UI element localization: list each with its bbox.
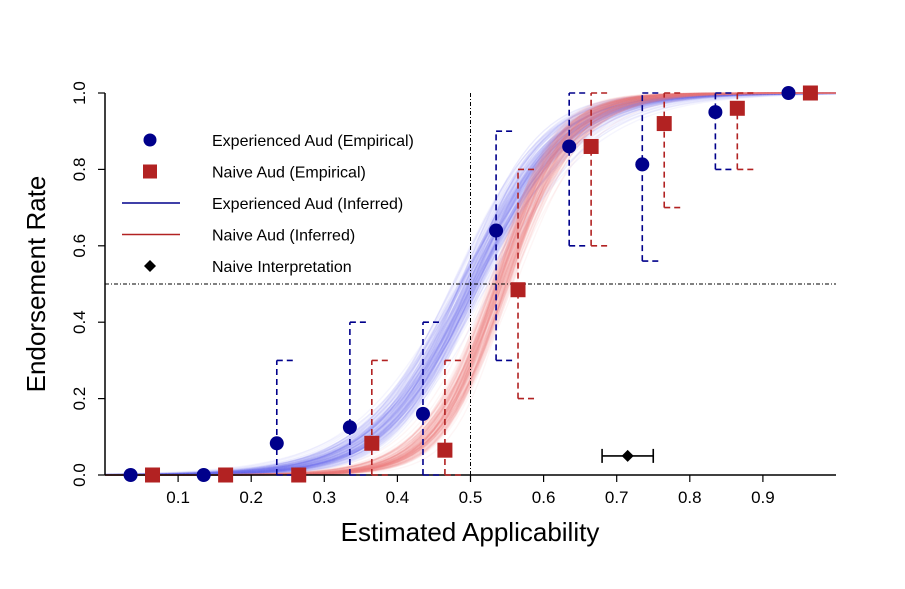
data-points [123, 85, 818, 483]
experienced-point [196, 468, 211, 482]
experienced-point [489, 223, 504, 238]
x-tick-label: 0.1 [166, 488, 190, 507]
experienced-error-bar [641, 92, 661, 262]
naive-error-bar [663, 92, 683, 209]
naive-point [437, 442, 453, 458]
experienced-point [269, 436, 284, 451]
experienced-error-bar [495, 130, 515, 362]
legend-label: Naive Aud (Inferred) [212, 228, 355, 245]
x-tick-label: 0.8 [678, 488, 702, 507]
y-tick-label: 0.8 [70, 158, 89, 182]
legend-entry: Naive Aud (Empirical) [143, 164, 366, 182]
legend-label: Naive Aud (Empirical) [212, 165, 366, 182]
experienced-error-bar [349, 321, 368, 476]
naive-point [510, 282, 526, 298]
y-tick-label: 0.2 [70, 387, 89, 411]
naive-error-bar [444, 359, 463, 476]
legend-diamond-marker [144, 260, 156, 272]
y-axis-title: Endorsement Rate [21, 176, 51, 393]
x-tick-label: 0.4 [386, 488, 410, 507]
x-tick-label: 0.9 [751, 488, 775, 507]
experienced-error-bar [422, 321, 441, 476]
naive-point [218, 467, 234, 483]
experienced-point [562, 139, 577, 154]
experienced-point [415, 406, 430, 421]
experienced-point [708, 105, 723, 120]
x-tick-label: 0.7 [605, 488, 629, 507]
x-tick-label: 0.5 [459, 488, 483, 507]
naive-interpretation-diamond [621, 449, 634, 462]
y-tick-label: 1.0 [70, 81, 89, 105]
experienced-point [342, 420, 357, 435]
naive-point [583, 138, 599, 154]
legend-entry: Naive Interpretation [144, 259, 352, 276]
plot-axes: 0.1 0.2 0.3 0.4 0.5 0.6 0.7 0.8 0.9 0.0 0.2 0.4 0.6 0… [70, 81, 836, 507]
x-tick-label: 0.3 [312, 488, 336, 507]
naive-point [802, 85, 818, 101]
legend-label: Experienced Aud (Empirical) [212, 133, 414, 150]
naive-point [656, 116, 672, 132]
experienced-point [635, 157, 650, 172]
naive-error-bar [590, 92, 610, 247]
reference-lines [105, 93, 836, 475]
legend: Experienced Aud (Empirical) Naive Aud (Em… [122, 133, 414, 276]
y-tick-label: 0.4 [70, 310, 89, 334]
legend-circle-marker [143, 133, 157, 147]
legend-entry: Experienced Aud (Empirical) [143, 133, 414, 150]
experienced-point [781, 86, 796, 100]
legend-label: Experienced Aud (Inferred) [212, 196, 403, 213]
naive-interpretation [601, 448, 655, 463]
y-tick-label: 0.6 [70, 234, 89, 258]
naive-point [364, 435, 380, 451]
naive-point [291, 467, 307, 483]
x-tick-label: 0.2 [239, 488, 263, 507]
legend-square-marker [143, 164, 157, 179]
legend-label: Naive Interpretation [212, 259, 352, 276]
experienced-point [123, 468, 138, 482]
experienced-error-bar [568, 92, 588, 247]
naive-error-bar [371, 359, 390, 476]
x-tick-label: 0.6 [532, 488, 556, 507]
legend-entry: Naive Aud (Inferred) [122, 228, 355, 245]
naive-point [145, 467, 161, 483]
legend-entry: Experienced Aud (Inferred) [122, 196, 403, 213]
y-tick-label: 0.0 [70, 463, 89, 487]
naive-point [729, 100, 745, 116]
x-axis-title: Estimated Applicability [341, 517, 600, 547]
